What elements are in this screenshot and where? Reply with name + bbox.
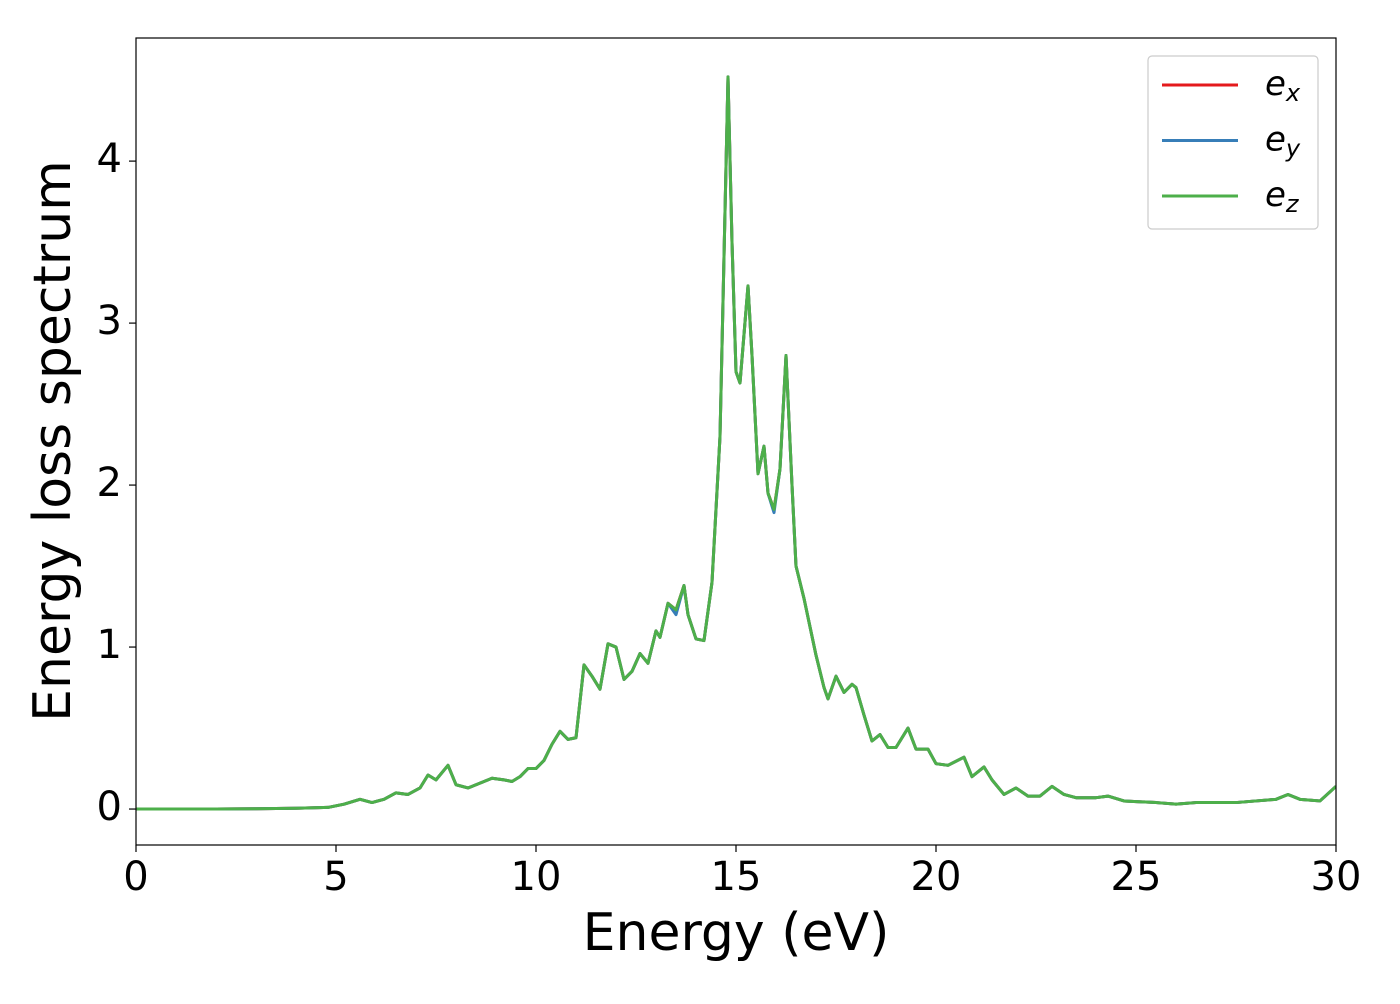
data-line (136, 75, 1336, 811)
x-tick-label: 0 (123, 854, 148, 900)
x-tick-label: 15 (711, 854, 762, 900)
legend-box (1147, 55, 1319, 230)
plot-area (136, 75, 1336, 811)
y-tick-label: 3 (97, 298, 122, 344)
y-tick-label: 0 (97, 784, 122, 830)
x-tick-label: 10 (511, 854, 562, 900)
legend-label: ez (1265, 175, 1300, 219)
legend-label: ey (1265, 119, 1301, 163)
x-tick-label: 5 (323, 854, 348, 900)
y-axis-label: Energy loss spectrum (23, 160, 83, 722)
x-tick-label: 25 (1111, 854, 1162, 900)
y-tick-label: 1 (97, 622, 122, 668)
x-axis-label: Energy (eV) (583, 903, 890, 963)
x-tick-label: 20 (911, 854, 962, 900)
y-tick-label: 4 (97, 136, 122, 182)
x-tick-label: 30 (1311, 854, 1362, 900)
y-tick-label: 2 (97, 460, 122, 506)
legend-label: ex (1265, 64, 1301, 108)
